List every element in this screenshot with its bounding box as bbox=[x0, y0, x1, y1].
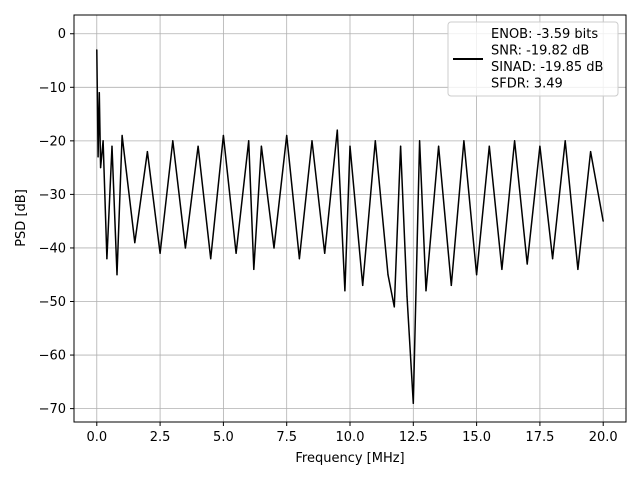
psd-point bbox=[235, 252, 237, 254]
data-layer bbox=[96, 49, 604, 405]
x-tick-label: 17.5 bbox=[525, 430, 554, 445]
psd-point bbox=[488, 145, 490, 147]
psd-point bbox=[286, 134, 288, 137]
y-tick-label: −30 bbox=[39, 188, 66, 203]
psd-point bbox=[253, 268, 255, 270]
psd-point bbox=[344, 290, 346, 292]
x-tick-label: 2.5 bbox=[150, 430, 171, 445]
legend-entry: SNR: -19.82 dB bbox=[491, 44, 589, 59]
legend-box bbox=[447, 21, 619, 97]
psd-point bbox=[106, 258, 108, 260]
psd-point bbox=[260, 145, 262, 147]
psd-point bbox=[99, 167, 102, 169]
psd-point bbox=[324, 252, 326, 254]
psd-point bbox=[134, 241, 136, 244]
legend-entry: SFDR: 3.49 bbox=[491, 77, 563, 92]
psd-point bbox=[577, 268, 579, 270]
psd-point bbox=[602, 220, 604, 222]
psd-point bbox=[222, 134, 224, 137]
psd-point bbox=[146, 150, 149, 153]
y-axis-label: PSD [dB] bbox=[14, 189, 29, 247]
psd-point bbox=[476, 274, 478, 276]
y-tick-label: −10 bbox=[39, 81, 66, 96]
y-tick-label: −20 bbox=[39, 134, 66, 149]
x-tick-label: 0.0 bbox=[86, 430, 107, 445]
x-tick-label: 10.0 bbox=[336, 430, 365, 445]
psd-point bbox=[172, 140, 174, 142]
psd-point bbox=[248, 140, 250, 142]
x-tick-label: 15.0 bbox=[462, 430, 491, 445]
y-tick-label: −70 bbox=[39, 402, 66, 417]
psd-point bbox=[111, 145, 113, 147]
psd-point bbox=[298, 258, 300, 260]
psd-point bbox=[551, 258, 554, 260]
x-tick-label: 5.0 bbox=[213, 430, 234, 445]
psd-point bbox=[501, 268, 503, 270]
psd-point bbox=[400, 145, 402, 147]
x-tick-label: 12.5 bbox=[399, 430, 428, 445]
psd-point bbox=[463, 140, 465, 142]
x-tick-label: 20.0 bbox=[589, 430, 618, 445]
psd-point bbox=[97, 156, 99, 158]
y-tick-label: 0 bbox=[58, 27, 66, 42]
psd-point bbox=[374, 140, 376, 142]
y-tick-label: −40 bbox=[39, 241, 66, 256]
psd-point bbox=[539, 145, 541, 147]
x-ticks: 0.0 2.5 5.0 7.5 10.0 12.5 15.0 17.5 20.0 bbox=[86, 422, 618, 445]
y-ticks: 0 −10 −20 −30 −40 −50 −60 −70 bbox=[39, 27, 74, 417]
psd-point bbox=[362, 284, 364, 287]
psd-point bbox=[387, 274, 389, 276]
psd-point bbox=[121, 134, 123, 137]
psd-point bbox=[589, 150, 592, 153]
legend-entry: ENOB: -3.59 bits bbox=[491, 27, 598, 42]
psd-point bbox=[98, 92, 100, 94]
psd-point bbox=[184, 247, 187, 249]
psd-point bbox=[349, 145, 351, 147]
psd-point bbox=[336, 129, 338, 131]
psd-point bbox=[438, 145, 440, 147]
psd-point bbox=[419, 140, 421, 142]
y-tick-label: −50 bbox=[39, 295, 66, 310]
psd-point bbox=[311, 140, 313, 142]
psd-point bbox=[159, 252, 161, 254]
x-axis-label: Frequency [MHz] bbox=[295, 451, 404, 466]
psd-point bbox=[96, 49, 98, 51]
x-tick-label: 7.5 bbox=[276, 430, 297, 445]
psd-point bbox=[102, 140, 104, 142]
psd-point bbox=[393, 306, 395, 308]
psd-point bbox=[406, 295, 408, 297]
psd-series-line bbox=[96, 49, 604, 405]
psd-point bbox=[513, 140, 516, 142]
psd-point bbox=[450, 284, 452, 287]
psd-point bbox=[526, 263, 528, 265]
legend-entry: SINAD: -19.85 dB bbox=[491, 60, 603, 75]
psd-point bbox=[564, 140, 566, 142]
psd-point bbox=[425, 290, 427, 292]
psd-point bbox=[116, 274, 118, 276]
psd-point bbox=[412, 402, 414, 404]
psd-point bbox=[210, 258, 212, 260]
psd-point bbox=[273, 247, 275, 249]
y-tick-label: −60 bbox=[39, 349, 66, 364]
psd-point bbox=[197, 145, 199, 147]
